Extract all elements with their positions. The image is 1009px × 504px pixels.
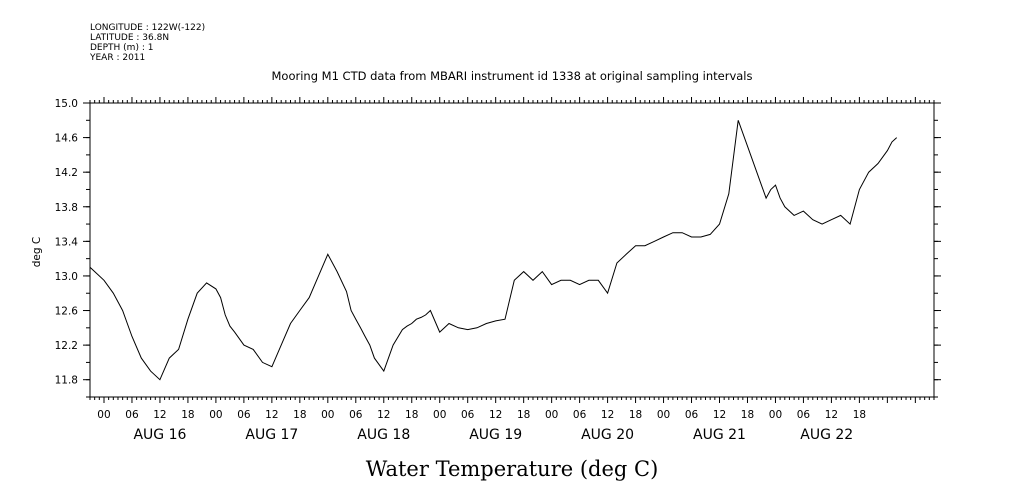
- x-tick-label: 18: [741, 409, 754, 421]
- x-tick-label: 00: [97, 409, 110, 421]
- x-tick-label: 12: [713, 409, 726, 421]
- x-tick-label: 00: [769, 409, 782, 421]
- y-tick-label: 15.0: [55, 98, 78, 110]
- x-tick-label: 12: [489, 409, 502, 421]
- chart-title: Mooring M1 CTD data from MBARI instrumen…: [272, 69, 753, 83]
- x-tick-label: 00: [657, 409, 670, 421]
- x-tick-label: 06: [573, 409, 587, 421]
- day-label: AUG 22: [800, 427, 853, 443]
- y-tick-label: 12.6: [55, 306, 79, 318]
- x-tick-label: 18: [293, 409, 306, 421]
- x-tick-label: 18: [181, 409, 194, 421]
- day-label: AUG 17: [245, 427, 298, 443]
- latitude-label: LATITUDE : 36.8N: [90, 33, 169, 43]
- y-axis-label: deg C: [31, 237, 43, 267]
- depth-label: DEPTH (m) : 1: [90, 43, 153, 53]
- metadata-block: LONGITUDE : 122W(-122) LATITUDE : 36.8N …: [89, 23, 205, 63]
- y-tick-label: 11.8: [55, 375, 78, 387]
- y-tick-label: 12.2: [55, 340, 78, 352]
- x-tick-label: 00: [433, 409, 446, 421]
- longitude-label: LONGITUDE : 122W(-122): [90, 23, 205, 33]
- x-tick-label: 12: [601, 409, 614, 421]
- y-tick-label: 13.4: [55, 236, 79, 248]
- x-tick-label: 18: [853, 409, 866, 421]
- x-tick-label: 18: [405, 409, 418, 421]
- x-tick-label: 00: [545, 409, 558, 421]
- x-tick-label: 06: [125, 409, 139, 421]
- x-tick-label: 12: [265, 409, 278, 421]
- x-tick-label: 06: [685, 409, 699, 421]
- x-tick-label: 12: [377, 409, 390, 421]
- day-label: AUG 16: [133, 427, 186, 443]
- y-tick-label: 14.2: [55, 167, 78, 179]
- bottom-title: Water Temperature (deg C): [366, 457, 659, 481]
- y-tick-label: 14.6: [55, 133, 79, 145]
- y-tick-label: 13.0: [55, 271, 78, 283]
- day-label: AUG 19: [469, 427, 522, 443]
- day-label: AUG 21: [693, 427, 746, 443]
- x-tick-label: 12: [153, 409, 166, 421]
- year-label: YEAR : 2011: [89, 53, 145, 63]
- day-label: AUG 20: [581, 427, 634, 443]
- x-tick-label: 12: [825, 409, 838, 421]
- plot-frame: [89, 102, 935, 398]
- x-tick-label: 06: [797, 409, 811, 421]
- x-tick-label: 06: [237, 409, 251, 421]
- x-tick-label: 06: [461, 409, 475, 421]
- y-tick-label: 13.8: [55, 202, 78, 214]
- series-line: [89, 120, 898, 381]
- x-tick-label: 18: [517, 409, 530, 421]
- day-label: AUG 18: [357, 427, 410, 443]
- x-tick-label: 18: [629, 409, 642, 421]
- x-axis: 00 06 12 18 00 06 12 18 00 06 12 18 00 06 12 18 00 06 12 18…: [89, 97, 935, 443]
- x-tick-label: 06: [349, 409, 363, 421]
- x-tick-label: 00: [209, 409, 222, 421]
- x-tick-label: 00: [321, 409, 334, 421]
- y-axis: 11.8 12.2 12.6 13.0 13.4 13.8 14.2 14.6 15.0: [55, 98, 941, 398]
